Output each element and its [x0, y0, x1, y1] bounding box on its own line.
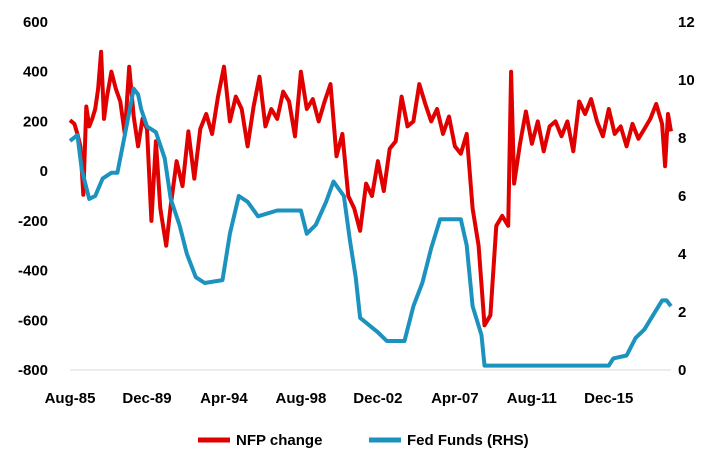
x-tick-label: Apr-07 [431, 390, 479, 407]
x-tick-label: Aug-98 [275, 390, 326, 407]
left-tick-label: 200 [23, 113, 48, 130]
x-tick-label: Aug-11 [507, 390, 557, 407]
legend-label-fed-funds: Fed Funds (RHS) [407, 432, 529, 449]
left-tick-label: -600 [18, 312, 48, 329]
right-tick-label: 2 [678, 304, 686, 321]
legend-label-nfp: NFP change [236, 432, 322, 449]
x-tick-label: Dec-02 [353, 390, 402, 407]
right-tick-label: 8 [678, 130, 686, 147]
right-tick-label: 4 [678, 246, 687, 263]
x-tick-label: Apr-94 [200, 390, 248, 407]
x-tick-label: Dec-89 [122, 390, 171, 407]
x-axis-ticks: Aug-85 Dec-89 Apr-94 Aug-98 Dec-02 Apr-07 Aug-… [45, 390, 634, 407]
right-axis-ticks: 0 2 4 6 8 10 12 [678, 14, 695, 379]
legend: NFP change Fed Funds (RHS) [198, 432, 529, 449]
series-line-nfp [68, 49, 673, 328]
right-tick-label: 10 [678, 72, 695, 89]
left-tick-label: 600 [23, 14, 48, 31]
left-tick-label: 0 [40, 163, 48, 180]
left-tick-label: -200 [18, 213, 48, 230]
left-axis-ticks: -800 -600 -400 -200 0 200 400 600 [18, 14, 48, 379]
right-tick-label: 0 [678, 362, 686, 379]
left-tick-label: 400 [23, 64, 48, 81]
left-tick-label: -400 [18, 263, 48, 280]
x-tick-label: Dec-15 [584, 390, 633, 407]
series-layer [68, 49, 673, 368]
legend-item-fed-funds: Fed Funds (RHS) [369, 432, 529, 449]
right-tick-label: 6 [678, 188, 686, 205]
series-line-fed-funds [68, 86, 673, 368]
legend-item-nfp: NFP change [198, 432, 322, 449]
right-tick-label: 12 [678, 14, 695, 31]
left-tick-label: -800 [18, 362, 48, 379]
x-tick-label: Aug-85 [45, 390, 96, 407]
